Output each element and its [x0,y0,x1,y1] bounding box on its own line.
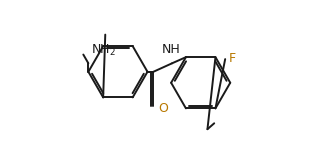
Text: O: O [158,102,168,115]
Text: NH: NH [161,43,180,56]
Text: F: F [229,52,236,65]
Text: NH$_2$: NH$_2$ [91,43,116,58]
